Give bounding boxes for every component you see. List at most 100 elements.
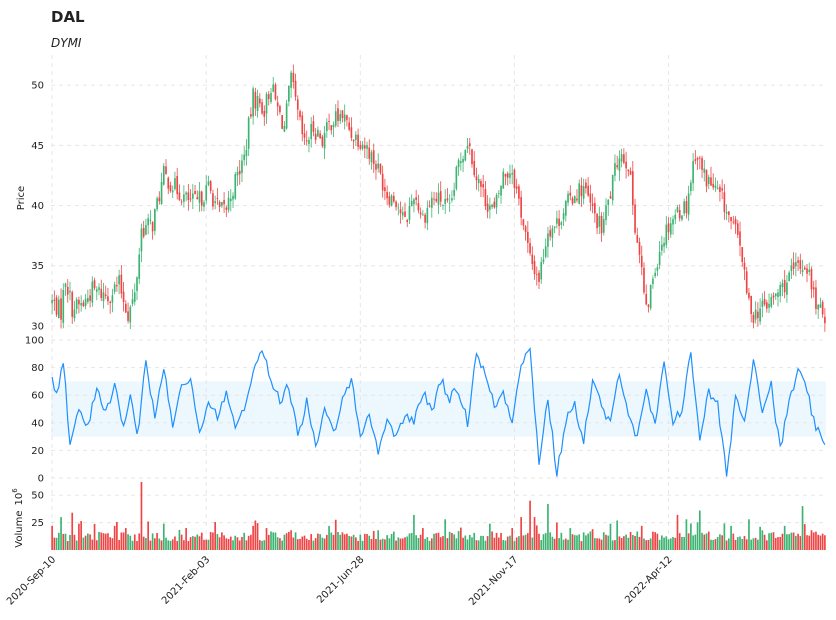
volume-gridlines <box>51 482 826 550</box>
volume-bar <box>191 536 194 550</box>
candle-body <box>433 198 435 200</box>
candle-body <box>53 299 56 301</box>
volume-bar <box>258 540 261 550</box>
candle-body <box>547 233 549 247</box>
volume-bar <box>180 534 183 550</box>
candle-body <box>207 181 210 185</box>
candle-body <box>200 191 203 206</box>
volume-bar <box>319 534 321 550</box>
volume-bar <box>669 538 672 550</box>
candle-body <box>419 212 422 215</box>
volume-bar <box>736 537 739 550</box>
candle-body <box>576 198 578 201</box>
volume-panel: 25 50 Volume 106 <box>11 482 826 550</box>
volume-bar <box>53 537 56 550</box>
volume-bar <box>636 531 639 550</box>
volume-bar <box>225 538 228 550</box>
volume-bar <box>696 522 699 550</box>
volume-bar <box>547 503 549 550</box>
candle-body <box>165 166 167 175</box>
volume-bar <box>100 532 103 550</box>
candle-body <box>631 171 634 206</box>
volume-tick-labels: 25 50 <box>31 491 44 529</box>
candle-body <box>78 299 80 305</box>
volume-bar <box>359 534 362 550</box>
volume-bar <box>51 525 53 550</box>
dymi-line <box>51 347 826 477</box>
candle-body <box>243 154 246 161</box>
candle-body <box>701 158 703 170</box>
candle-body <box>71 292 74 317</box>
volume-bar <box>652 531 654 550</box>
candle-body <box>482 184 485 188</box>
volume-bar <box>703 534 706 550</box>
candle-body <box>752 314 755 323</box>
candle-body <box>538 272 540 282</box>
volume-bar <box>285 533 288 550</box>
candle-body <box>638 242 641 255</box>
candle-body <box>497 193 500 195</box>
volume-bar <box>786 534 788 550</box>
volume-bar <box>491 531 493 550</box>
volume-bar <box>529 500 531 550</box>
candle-body <box>730 216 732 222</box>
volume-bar <box>232 540 234 550</box>
volume-bar <box>361 540 364 550</box>
volume-bar <box>214 522 216 550</box>
candle-body <box>424 214 426 223</box>
candle-body <box>209 181 212 191</box>
candle-body <box>473 161 476 176</box>
volume-bar <box>151 533 154 550</box>
volume-bar <box>189 537 192 550</box>
volume-bar <box>265 528 268 550</box>
candle-body <box>428 205 431 207</box>
volume-bar <box>212 532 214 550</box>
candle-body <box>281 115 283 129</box>
candle-body <box>118 275 120 285</box>
candle-body <box>366 145 368 149</box>
volume-bar <box>540 539 543 550</box>
candle-body <box>768 303 770 308</box>
volume-bar <box>167 540 170 550</box>
candle-body <box>466 145 469 149</box>
volume-bar <box>765 540 768 550</box>
candle-body <box>765 302 768 309</box>
candle-body <box>607 199 610 206</box>
candle-body <box>569 192 572 196</box>
x-tick-label: 2021-Jun-28 <box>315 554 366 605</box>
volume-bar <box>442 536 444 550</box>
candle-body <box>573 196 576 204</box>
volume-bar <box>681 536 683 550</box>
candle-body <box>761 300 764 307</box>
volume-bar <box>426 537 429 550</box>
candle-body <box>390 195 393 207</box>
candle-body <box>589 193 592 203</box>
volume-bar <box>475 540 478 550</box>
candle-body <box>124 303 127 313</box>
candle-body <box>795 262 797 267</box>
volume-bar <box>221 532 223 550</box>
candle-body <box>305 140 308 142</box>
candle-body <box>89 295 91 301</box>
volume-bar <box>453 534 455 550</box>
volume-bar <box>136 540 138 550</box>
volume-bar <box>605 534 607 550</box>
candle-body <box>178 192 181 201</box>
candle-body <box>506 173 509 178</box>
candle-body <box>774 293 777 297</box>
volume-bar <box>667 539 670 550</box>
candle-body <box>346 115 348 120</box>
volume-bar <box>93 523 96 550</box>
candle-body <box>332 124 335 128</box>
volume-bar <box>705 533 708 550</box>
candle-body <box>129 306 132 323</box>
dymi-tick: 60 <box>31 391 44 402</box>
candle-body <box>618 158 621 171</box>
candle-body <box>562 213 565 220</box>
candle-body <box>520 197 522 218</box>
candle-body <box>198 191 201 203</box>
volume-bar <box>609 523 612 550</box>
candle-body <box>781 283 784 288</box>
candle-body <box>672 219 674 225</box>
volume-bar <box>299 538 301 550</box>
